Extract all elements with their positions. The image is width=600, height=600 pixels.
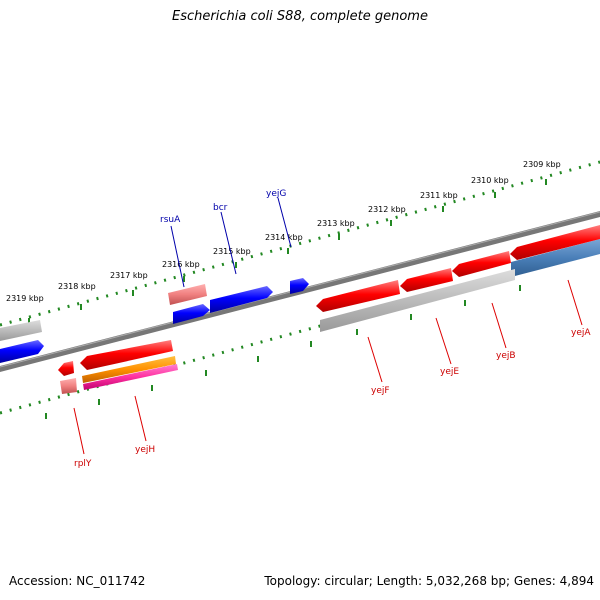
gene-label-yejH: yejH [135,445,155,455]
inner-scale-ticks [45,285,521,419]
scale-label: 2319 kbp [6,294,44,303]
inner-scale-dots [0,248,600,415]
cds-feature [60,378,77,394]
scale-label: 2316 kbp [162,260,200,269]
scale-label: 2317 kbp [110,271,148,280]
cds-feature [80,340,173,370]
scale-label: 2312 kbp [368,205,406,214]
cds-feature [58,361,74,376]
cds-feature [210,286,273,313]
cds-feature [510,225,600,260]
cds-feature [452,251,511,277]
gene-label-yejF: yejF [371,386,390,396]
cds-feature [290,278,309,294]
label-leaders [73,197,583,455]
gene-label-yejA: yejA [571,328,591,338]
topology-text: Topology: circular; Length: 5,032,268 bp… [264,574,594,588]
cds-feature [83,364,178,390]
accession-text: Accession: NC_011742 [9,574,146,588]
cds-feature [316,280,400,312]
cds-feature [168,284,207,305]
scale-label: 2309 kbp [523,160,561,169]
scale-label: 2311 kbp [420,191,458,200]
scale-label: 2310 kbp [471,176,509,185]
gene-label-yejE: yejE [440,367,459,377]
gene-label-rplY: rplY [74,459,92,469]
forward-strand-features [0,239,600,363]
cds-feature [400,268,453,292]
outer-scale-ticks [28,179,547,324]
cds-feature [320,269,515,332]
cds-feature [0,340,44,363]
gene-labels: rsuA bcr yejG yejA yejB yejE yejF yejH r… [74,189,591,469]
gene-label-yejG: yejG [266,189,286,199]
gene-label-bcr: bcr [213,203,228,213]
scale-label: 2318 kbp [58,282,96,291]
map-title: Escherichia coli S88, complete genome [172,9,428,24]
cds-feature [0,320,42,341]
cds-feature [82,356,176,383]
scale-label: 2313 kbp [317,219,355,228]
cds-feature [173,304,210,324]
outer-scale-dots [0,160,600,327]
scale-label: 2315 kbp [213,247,251,256]
scale-label: 2314 kbp [265,233,303,242]
scale-labels: 2309 kbp 2310 kbp 2311 kbp 2312 kbp 2313… [6,160,561,303]
reverse-strand-features [58,225,600,394]
gene-label-rsuA: rsuA [160,215,181,225]
gene-label-yejB: yejB [496,351,516,361]
cds-feature [511,239,600,277]
